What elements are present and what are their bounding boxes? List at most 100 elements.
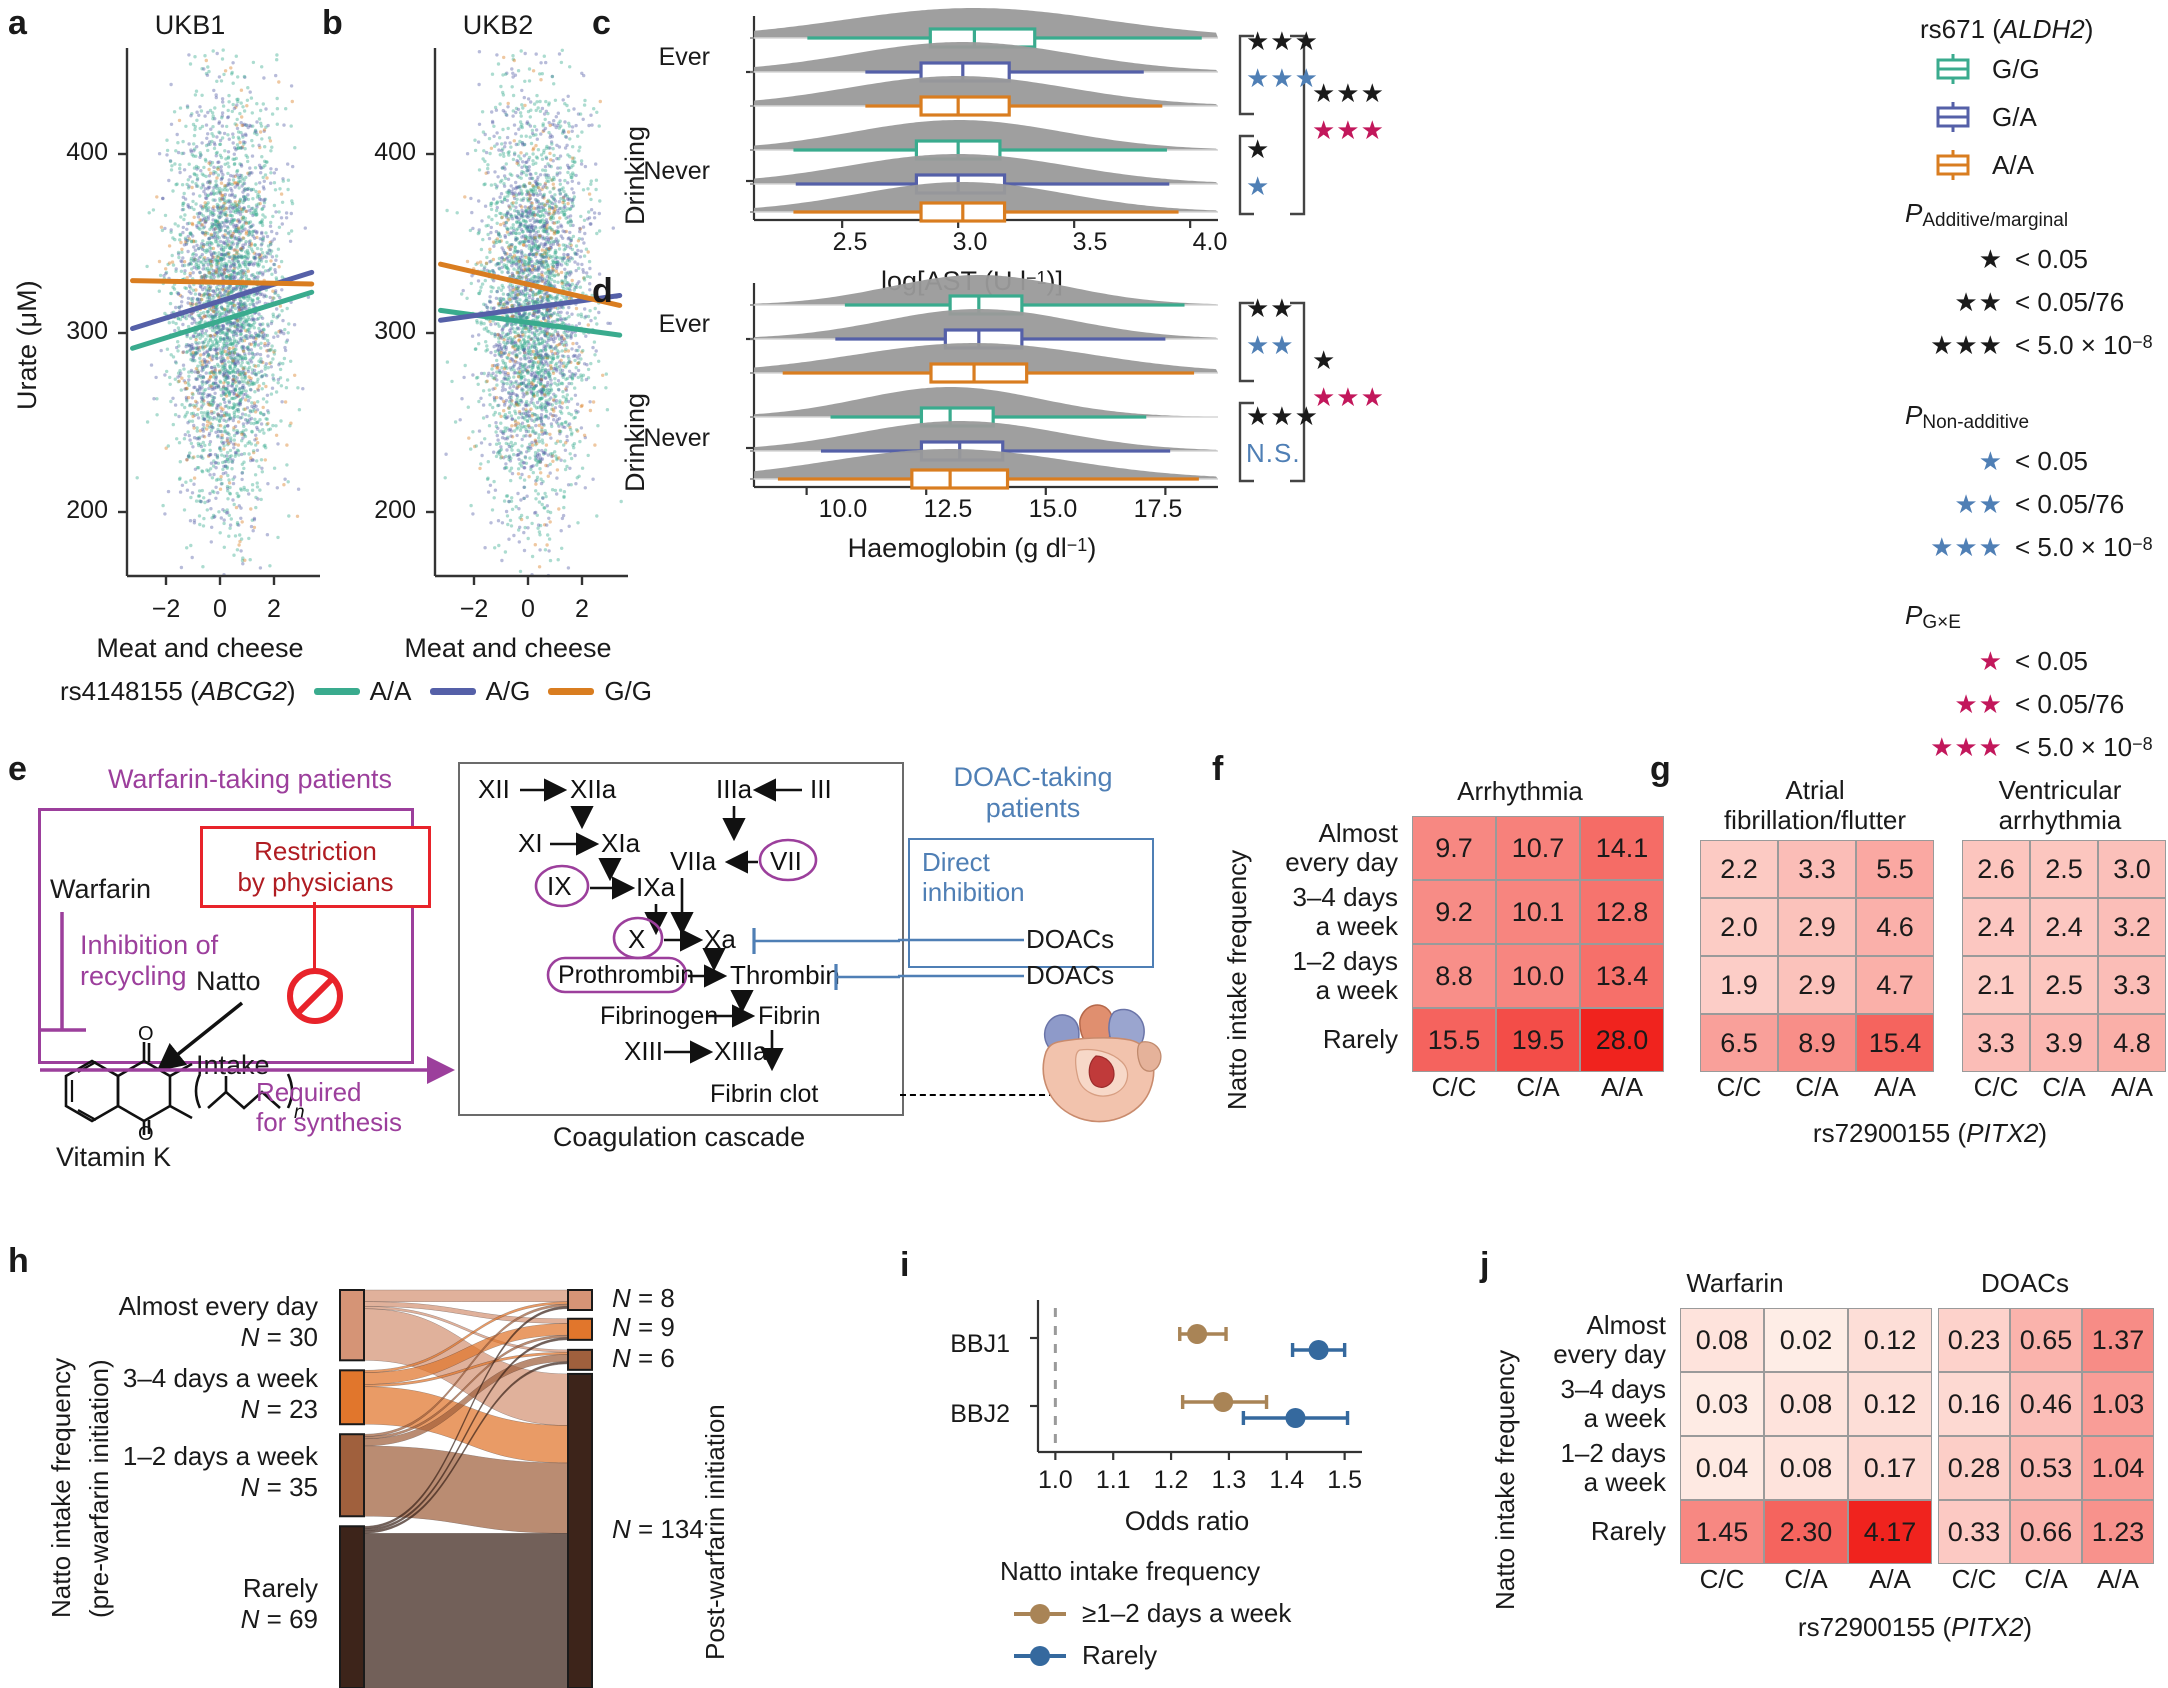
rs671-legend-aa: A/A [1930, 148, 2034, 182]
heatmap-cell: 0.23 [1938, 1308, 2010, 1372]
panel-f-ylabel: Natto intake frequency [1222, 849, 1252, 1110]
panel-a-ytick-300: 300 [66, 317, 108, 345]
heatmap-cell: 3.0 [2098, 840, 2166, 898]
heatmap-row: 0.33 0.66 1.23 [1938, 1500, 2154, 1564]
ab-legend-item-aa: A/A [313, 676, 412, 707]
heatmap-cell: 2.1 [1962, 956, 2030, 1014]
panel-f-row-labels: Almost every day 3–4 days a week 1–2 days a w… [1250, 816, 1398, 1072]
rs671-legend-title: rs671 (ALDH2) [1920, 14, 2094, 44]
inhibition-arrow [0, 900, 140, 1060]
heatmap-cell: 8.8 [1412, 944, 1496, 1008]
panel-g-xlabel: rs72900155 (PITX2) [1812, 1118, 2048, 1148]
panel-d-sig-never-ns: N.S. [1246, 438, 1301, 468]
heatmap-col-label: C/C [1973, 1072, 2019, 1102]
heatmap-cell: 8.9 [1778, 1014, 1856, 1072]
panel-c-group-never: Never [643, 157, 710, 185]
p-stars-1: ★ [1978, 646, 2003, 676]
heatmap-col-label: C/C [1716, 1072, 1762, 1102]
required-line2: for synthesis [256, 1106, 402, 1137]
heatmap-cell: 0.53 [2010, 1436, 2082, 1500]
heatmap-cell: 0.16 [1938, 1372, 2010, 1436]
heatmap-cell: 1.23 [2082, 1500, 2154, 1564]
p-text-2: < 0.05/76 [2015, 287, 2125, 317]
panel-j1-title: Warfarin [1686, 1268, 1784, 1298]
sankey-left-label-n: N = 69 [240, 1603, 318, 1634]
heatmap-row: 0.28 0.53 1.04 [1938, 1436, 2154, 1500]
heatmap-cell: 4.17 [1848, 1500, 1932, 1564]
heatmap-row: 3.3 3.9 4.8 [1962, 1014, 2166, 1072]
heatmap-row-label: Rarely [1590, 1516, 1666, 1547]
required-label: Required for synthesis [256, 1077, 402, 1138]
inhibition-line1: Inhibition of [80, 930, 219, 960]
heatmap-row-label: 3–4 days a week [1560, 1373, 1666, 1433]
panel-i-xtick: 1.0 [1037, 1466, 1073, 1494]
sankey-right-label: N = 8 [612, 1283, 675, 1313]
sankey-left-label: 1–2 days a week N = 35 [88, 1441, 318, 1502]
heatmap-cell: 3.2 [2098, 898, 2166, 956]
required-line1: Required [256, 1077, 362, 1107]
ab-legend: rs4148155 (ABCG2) A/A A/G G/G [60, 676, 652, 707]
panel-j-xlabel: rs72900155 (PITX2) [1797, 1612, 2033, 1642]
legend-line-icon [429, 688, 476, 695]
panel-label-f: f [1212, 750, 1224, 788]
panel-b-xtick-2: 2 [575, 595, 589, 623]
panel-label-a: a [8, 4, 27, 42]
heatmap-cell: 0.33 [1938, 1500, 2010, 1564]
panel-b-ytick-200: 200 [374, 496, 416, 524]
heatmap-col-label: A/A [1601, 1072, 1643, 1102]
panel-a-xtick-2: 2 [267, 595, 281, 623]
required-arrow [38, 1056, 458, 1084]
sankey-left-label-n: N = 30 [240, 1321, 318, 1352]
coagulation-cascade-label: Coagulation cascade [552, 1122, 806, 1152]
panel-i-legend-title: Natto intake frequency [1000, 1556, 1261, 1586]
panel-g2-col-labels: C/C C/A A/A [1962, 1072, 2166, 1103]
heatmap-row: 6.5 8.9 15.4 [1700, 1014, 1934, 1072]
panel-a-ytick-200: 200 [66, 496, 108, 524]
panel-label-c: c [592, 4, 611, 42]
panel-d-xtick-15.0: 15.0 [1028, 495, 1078, 523]
inhibition-label: Inhibition of recycling [80, 930, 218, 992]
heatmap-cell: 9.2 [1412, 880, 1496, 944]
forest-marker-icon [1014, 1603, 1066, 1624]
sankey-left-label-n: N = 35 [240, 1471, 318, 1502]
panel-i-legend-label-1: ≥1–2 days a week [1082, 1598, 1292, 1628]
p-legend-nonadditive: PNon-additive ★ < 0.05 ★★ < 0.05/76 ★★★ … [1905, 400, 2153, 563]
panel-c-group-ever: Ever [658, 43, 710, 71]
boxplot-icon [1936, 150, 1970, 180]
sankey-left-label: 3–4 days a week N = 23 [88, 1363, 318, 1424]
panel-j2-col-labels: C/C C/A A/A [1938, 1564, 2154, 1595]
panel-d-sig-never-1: ★★★ [1246, 401, 1319, 431]
panel-d-group-ever: Ever [658, 310, 710, 338]
heatmap-cell: 9.7 [1412, 816, 1496, 880]
panel-j-row-labels: Almost every day 3–4 days a week 1–2 days a w… [1518, 1308, 1666, 1564]
panel-c-ylabel: Drinking [620, 125, 650, 225]
panel-i-cat-bbj1: BBJ1 [950, 1330, 1010, 1358]
panel-a-title: UKB1 [154, 10, 226, 40]
restriction-line1: Restriction [254, 836, 377, 866]
heatmap-cell: 0.03 [1680, 1372, 1764, 1436]
panel-e-purple-box [38, 808, 414, 1064]
heatmap-col-label: C/A [1795, 1072, 1839, 1102]
p-text-3: < 5.0 × 10−8 [2015, 732, 2153, 762]
heatmap-cell: 5.5 [1856, 840, 1934, 898]
heatmap-col-label: A/A [1869, 1564, 1911, 1594]
heatmap-cell: 2.0 [1700, 898, 1778, 956]
heatmap-col-label: C/C [1699, 1564, 1745, 1594]
natto-label: Natto [196, 966, 261, 996]
panel-a-plot [60, 48, 340, 598]
forest-marker-icon [1014, 1645, 1066, 1666]
legend-line-icon [548, 688, 595, 695]
heatmap-cell: 1.37 [2082, 1308, 2154, 1372]
heatmap-col-label: A/A [2097, 1564, 2139, 1594]
panel-b-xlabel: Meat and cheese [404, 633, 612, 663]
panel-g1-title: Atrial fibrillation/flutter [1690, 775, 1940, 835]
ab-legend-label-aa: A/A [369, 676, 412, 706]
fibrin-clot-dashed-line [900, 1094, 1055, 1096]
heatmap-cell: 15.5 [1412, 1008, 1496, 1072]
heatmap-cell: 19.5 [1496, 1008, 1580, 1072]
heatmap-row-label: Rarely [1322, 1024, 1398, 1055]
panel-c-sig-never-2: ★ [1246, 171, 1271, 201]
vitamin-k-structure: O O n [52, 1023, 342, 1145]
doac-connectors [898, 930, 1158, 990]
heatmap-cell: 2.2 [1700, 840, 1778, 898]
